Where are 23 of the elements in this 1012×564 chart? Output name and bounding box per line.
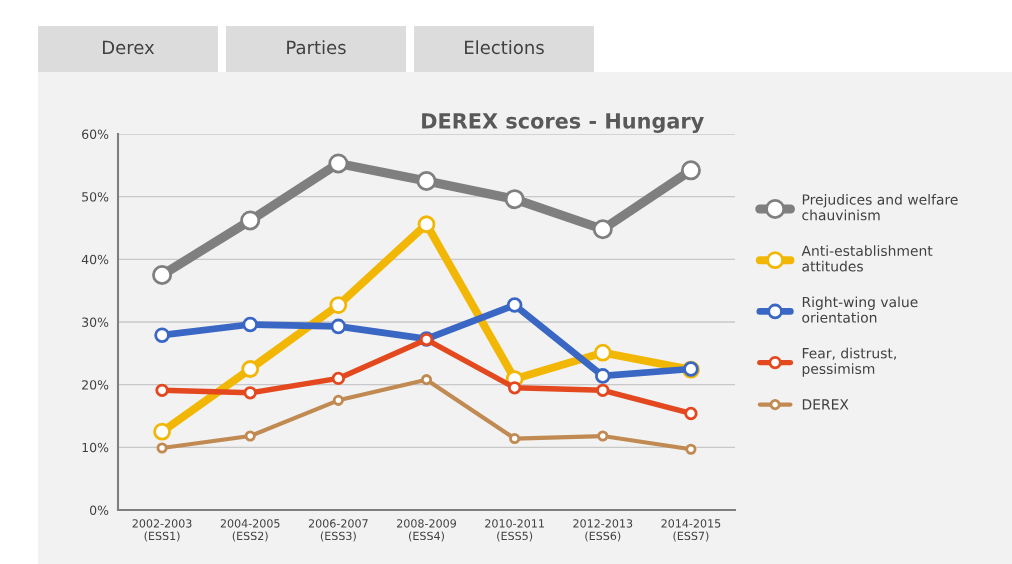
x-tick-label: 2008-2009 (ESS4) <box>397 519 456 542</box>
legend-label: DEREX <box>802 399 849 410</box>
legend-label: Anti-establishment attitudes <box>801 245 933 272</box>
x-tick-label: 2004-2005 (ESS2) <box>220 519 280 542</box>
y-tick-label: 60% <box>82 129 109 139</box>
x-tick-label: 2010-2011 (ESS5) <box>485 519 544 542</box>
legend-label: Right-wing value orientation <box>802 296 918 323</box>
y-tick-label: 20% <box>82 380 109 390</box>
y-tick-label: 10% <box>82 442 109 453</box>
x-tick-label: 2014-2015 (ESS7) <box>661 519 721 542</box>
y-tick-label: 50% <box>82 192 109 202</box>
y-tick-label: 0% <box>89 505 109 515</box>
text: Parties <box>287 40 346 55</box>
legend-label: Fear, distrust, pessimism <box>802 347 896 377</box>
x-tick-label: 2006-2007 (ESS3) <box>308 519 368 542</box>
text: Elections <box>465 40 544 55</box>
y-tick-label: 30% <box>82 317 109 327</box>
x-tick-label: 2002-2003 (ESS1) <box>132 519 192 542</box>
text: Derex <box>103 40 155 55</box>
x-tick-label: 2012-2013 (ESS6) <box>573 519 633 542</box>
legend-label: Prejudices and welfare chauvinism <box>802 194 958 221</box>
chart-title: DEREX scores - Hungary <box>422 113 704 133</box>
y-tick-label: 40% <box>81 254 109 265</box>
